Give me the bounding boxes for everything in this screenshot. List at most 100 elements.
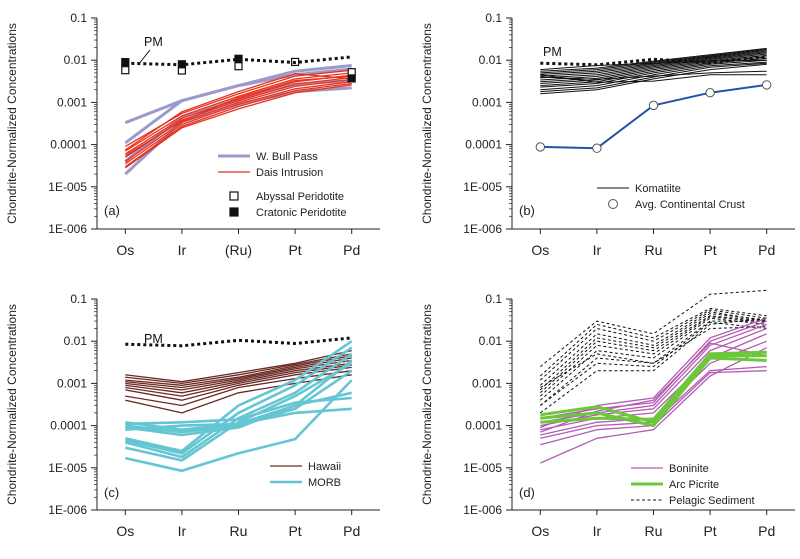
series-line-komatiite (540, 74, 767, 83)
y-tick-label: 1E-006 (48, 222, 87, 236)
series-line-komatiite (540, 51, 767, 77)
series-line-boninite (540, 317, 767, 429)
chart-panel-1: 0.1 0.01 0.001 0.0001 1E-005 1E-006 Os Ir (Ru) Pt… (5, 11, 380, 258)
y-tick-label: 0.01 (479, 334, 503, 348)
series-line-morb (125, 346, 353, 455)
y-tick-label: 0.01 (64, 53, 88, 67)
series-line-hawaii (125, 357, 352, 389)
pm-label: PM (543, 45, 562, 59)
legend-label: Cratonic Peridotite (256, 207, 347, 219)
pm-line (125, 336, 352, 348)
x-tick-label: Os (116, 523, 134, 539)
pm-label: PM (144, 332, 163, 346)
legend-label: Dais Intrusion (256, 167, 323, 179)
series-line-komatiite (540, 48, 767, 74)
x-tick-label: Pd (758, 523, 775, 539)
x-tick-label: Ru (230, 523, 248, 539)
series-line-komatiite (540, 52, 767, 79)
series-line-dais (124, 81, 352, 165)
x-tick-label: Pt (288, 523, 301, 539)
y-tick-label: 0.001 (472, 95, 502, 109)
legend-label: Avg. Continental Crust (635, 199, 745, 211)
chart-panel-2: 0.1 0.01 0.001 0.0001 1E-005 1E-006 Os Ir Ru Pt Pd… (420, 11, 795, 258)
series-line-boninite (540, 333, 767, 431)
x-tick-label: Pd (343, 523, 360, 539)
y-tick-label: 0.01 (64, 334, 88, 348)
panel-label: (c) (104, 485, 119, 500)
series-line-arc_picrite (540, 356, 767, 428)
x-tick-label: Pt (703, 242, 716, 258)
panel-label: (b) (519, 203, 535, 218)
series-line-dais (124, 75, 352, 157)
series-line-sediment (540, 321, 767, 406)
series-line-komatiite (540, 62, 767, 93)
series-line-komatiite (540, 59, 767, 71)
series-line-dais (124, 73, 352, 151)
series-line-wbull (124, 67, 352, 145)
series-line-morb (125, 396, 352, 426)
y-axis-label: Chondrite-Normalized Concentrations (420, 304, 434, 505)
series-line-hawaii (125, 355, 352, 386)
y-tick-label: 1E-005 (48, 180, 87, 194)
series-line-boninite (540, 323, 767, 423)
x-tick-label: Ir (593, 242, 602, 258)
y-tick-label: 0.01 (479, 53, 503, 67)
abyssal-point (121, 66, 130, 75)
x-tick-label: Pt (288, 242, 301, 258)
series-line-dais (124, 72, 352, 152)
series-line-sediment (539, 307, 767, 377)
series-line-komatiite (540, 47, 767, 72)
y-tick-label: 0.0001 (465, 419, 502, 433)
legend-marker-cratonic (229, 207, 239, 217)
legend-label: Abyssal Peridotite (256, 191, 344, 203)
y-tick-label: 0.0001 (50, 138, 87, 152)
x-tick-label: Pd (343, 242, 360, 258)
series-line-morb (125, 340, 353, 453)
y-tick-label: 1E-005 (463, 180, 502, 194)
y-tick-label: 1E-006 (48, 503, 87, 517)
series-line-komatiite (540, 59, 767, 88)
series-line-komatiite (540, 53, 767, 81)
series-line-hawaii (125, 353, 352, 385)
series-line-sediment (539, 311, 767, 386)
legend-label: Arc Picrite (669, 479, 719, 491)
series-line-komatiite (540, 70, 767, 80)
series-line-dais (124, 82, 352, 168)
y-tick-label: 0.0001 (465, 138, 502, 152)
series-line-boninite (540, 370, 767, 446)
series-line-morb (125, 369, 353, 434)
series-line-komatiite (540, 61, 767, 91)
series-line-sediment (539, 320, 767, 406)
series-line-arc_picrite (540, 354, 767, 424)
x-tick-label: Ru (645, 523, 663, 539)
abyssal-point (234, 62, 243, 71)
pm-label: PM (144, 35, 163, 49)
legend-label: MORB (308, 477, 341, 489)
x-tick-label: Ir (593, 523, 602, 539)
series-line-komatiite (540, 56, 767, 84)
panel-label: (a) (104, 203, 120, 218)
y-tick-label: 0.1 (485, 292, 502, 306)
pm-line (125, 55, 352, 67)
pm-line (540, 55, 767, 67)
x-tick-label: (Ru) (225, 242, 252, 258)
y-tick-label: 1E-006 (463, 503, 502, 517)
continental-point (762, 80, 772, 90)
y-tick-label: 0.001 (472, 376, 502, 390)
legend-marker-abyssal (229, 191, 239, 201)
y-axis-label: Chondrite-Normalized Concentrations (420, 23, 434, 224)
series-line-morb (125, 379, 353, 473)
series-line-dais (124, 84, 352, 169)
series-line-boninite (540, 320, 767, 419)
y-tick-label: 0.0001 (50, 419, 87, 433)
series-line-morb (125, 362, 353, 462)
cratonic-point (121, 58, 130, 67)
y-tick-label: 1E-005 (48, 461, 87, 475)
continental-point (648, 100, 659, 111)
series-line-hawaii (125, 364, 352, 397)
y-tick-label: 0.1 (485, 11, 502, 25)
chart-panel-4: 0.1 0.01 0.001 0.0001 1E-005 1E-006 Os Ir Ru Pt Pd… (420, 289, 795, 539)
series-line-sediment (539, 313, 767, 391)
y-axis-label: Chondrite-Normalized Concentrations (5, 23, 19, 224)
